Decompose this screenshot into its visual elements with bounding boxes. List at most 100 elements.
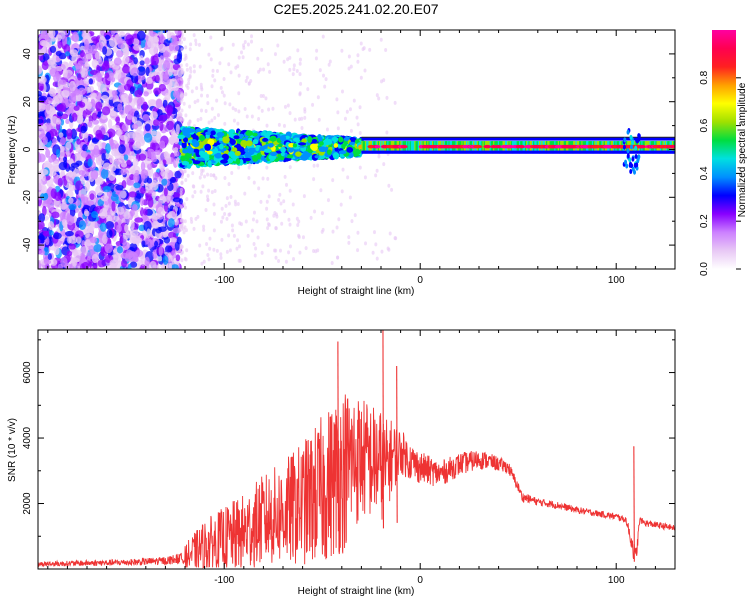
spectrogram-cell [65,118,70,125]
spectrogram-cell [295,216,299,221]
spectrogram-cell [204,207,208,212]
spectrogram-cell [200,172,204,177]
spectrogram-cell [47,253,52,260]
spectrogram-cell [318,68,322,73]
spectrogram-cell [135,263,141,269]
spectrogram-cell [245,75,249,80]
spectrogram-cell [193,189,197,194]
spectrogram-cell [39,85,44,91]
spectrogram-cell [146,148,155,159]
spectrogram-cell [212,202,216,207]
spectrogram-cell [227,201,231,206]
spectrogram-cell [377,154,381,159]
spectrogram-cell [174,81,180,91]
spectrogram-cell [136,74,146,81]
spectrogram-cell [234,150,241,156]
spectrogram-cell [180,108,184,113]
spectrogram-cell [158,226,167,232]
spectrogram-cell [388,231,392,236]
spectrogram-cell [75,62,82,74]
spectrogram-cell [262,67,266,72]
spectrogram-cell [321,34,325,39]
spectrogram-cell [280,146,286,153]
spectrogram-cell [288,222,292,227]
spectrogram-cell [159,140,166,150]
spectrogram-cell [324,138,330,146]
spectrogram-cell [89,236,98,244]
spectrogram-cell [161,178,168,186]
spectrogram-cell [244,219,248,224]
spectrogram-cell [309,215,313,220]
spectrogram-cell [207,150,213,155]
spectrogram-cell [198,64,202,69]
spectrogram-cell [286,57,290,62]
spectrogram-cell [258,67,262,72]
spectrogram-cell [185,197,189,202]
spectrogram-cell [50,188,57,199]
spectrogram-cell [228,248,232,253]
spectrogram-cell [147,39,154,48]
spectrogram-cell [179,245,183,250]
spectrogram-cell [51,211,60,219]
spectrogram-cell [85,53,93,60]
spectrogram-cell [347,240,351,245]
spectrogram-cell [336,110,340,115]
spectrogram-cell [116,224,122,233]
spectrogram-cell [182,202,186,207]
spectrogram-cell [133,82,142,89]
spectrogram-cell [173,147,179,153]
spectrogram-cell [163,187,168,197]
spectrogram-cell [118,231,124,238]
spectrogram-cell [206,172,210,177]
spectrogram-cell [111,124,121,131]
spectrogram-cell [202,227,206,232]
spectrogram-cell [109,138,114,147]
spectrogram-cell [70,162,80,168]
spectrogram-cell [271,106,275,111]
spectrogram-cell [163,60,171,71]
spectrogram-cell [236,64,240,69]
spectrogram-cell [105,142,111,154]
spectrogram-cell [312,248,316,253]
spectrogram-cell [318,141,324,146]
spectrogram-cell [263,148,272,153]
spectrogram-cell [326,149,332,155]
spectrogram-cell [154,149,161,156]
spectrogram-cell [144,181,154,191]
spectrogram-cell [313,209,317,214]
spectrogram-cell [213,115,217,120]
spectrogram-cell [212,247,216,252]
chart-title: C2E5.2025.241.02.20.E07 [273,1,438,17]
spectrogram-cell [284,259,288,264]
spectrogram-cell [102,233,108,245]
spectrogram-cell [243,191,247,196]
spectrogram-cell [347,235,351,240]
spectrogram-cell [259,199,263,204]
spectrogram-cell [173,218,179,226]
spectrogram-cell [363,175,367,180]
spectrogram-cell [95,92,102,100]
spectrogram-cell [187,77,191,82]
spectrogram-cell [302,194,306,199]
spectrogram-cell [180,67,184,72]
spectrogram-cell [130,220,135,230]
spectrogram-cell [250,228,254,233]
spectrogram-cell [218,143,224,150]
spectrogram-cell [77,113,84,125]
spectrogram-cell [232,118,236,123]
spectrogram-cell [350,219,354,224]
spectrogram-cell [346,146,354,153]
spectrogram-cell [283,104,287,109]
spectrogram-cell [153,36,160,43]
spectrogram-cell [213,78,217,83]
spectrogram-cell [173,58,181,65]
spectrogram-cell [244,79,248,84]
spectrogram-cell [107,118,113,129]
spectrogram-cell [163,201,169,212]
spectrogram-cell [331,136,339,142]
spectrogram-cell [99,222,107,232]
spectrogram-cell [172,197,182,203]
spectrogram-cell [49,45,57,54]
spectrogram-cell [139,265,146,269]
